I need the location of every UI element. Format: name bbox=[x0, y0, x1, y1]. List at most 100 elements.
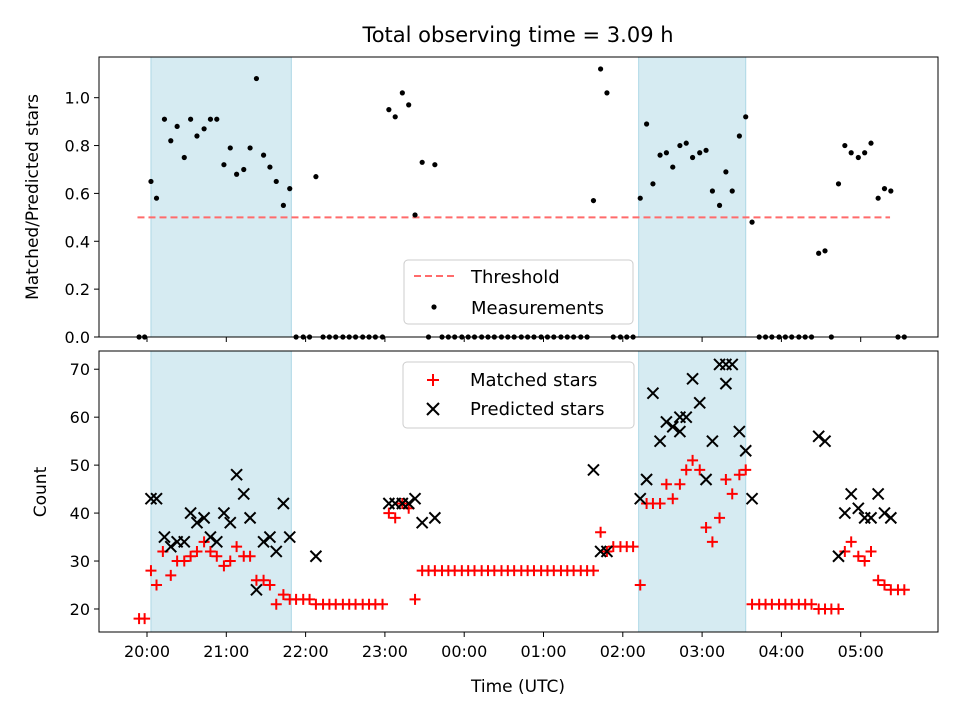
measurements-point bbox=[749, 219, 755, 225]
measurements-point bbox=[716, 202, 723, 208]
ratio-shaded-intervals bbox=[150, 56, 747, 338]
measurements-point bbox=[153, 195, 160, 201]
predicted-stars-point bbox=[634, 492, 647, 505]
matched-stars-point bbox=[726, 488, 738, 500]
measurements-point bbox=[287, 186, 293, 192]
matched-stars-point bbox=[198, 536, 210, 548]
predicted-stars-point bbox=[277, 497, 290, 510]
measurements-point bbox=[168, 138, 174, 144]
matched-legend-label: Matched stars bbox=[470, 370, 597, 391]
count-legend: Matched stars Predicted stars bbox=[402, 361, 635, 429]
measurements-point bbox=[670, 164, 676, 170]
measurements-point bbox=[590, 197, 597, 204]
measurements-point bbox=[835, 181, 842, 187]
matched-stars-point bbox=[674, 478, 686, 490]
predicted-stars-point bbox=[197, 511, 211, 525]
matched-stars-point bbox=[694, 464, 706, 476]
ratio-y-axis-label: Matched/Predicted stars bbox=[23, 94, 43, 300]
predicted-stars-point bbox=[666, 420, 679, 433]
count-y-tick-label: 60 bbox=[70, 408, 90, 427]
predicted-stars-point bbox=[587, 463, 600, 477]
threshold-legend-label: Threshold bbox=[470, 267, 560, 288]
predicted-stars-point bbox=[270, 545, 283, 558]
matched-stars-point bbox=[244, 550, 256, 562]
x-tick-label: 05:00 bbox=[838, 642, 884, 661]
measurements-point bbox=[161, 116, 168, 122]
x-tick-label: 04:00 bbox=[758, 642, 804, 661]
measurements-point bbox=[273, 178, 279, 185]
matched-stars-point bbox=[185, 550, 197, 562]
x-axis-label: Time (UTC) bbox=[470, 677, 565, 697]
measurements-point bbox=[729, 188, 735, 194]
measurements-point bbox=[816, 250, 822, 256]
count-axes-frame bbox=[98, 350, 939, 633]
ratio-panel: 0.0 0.2 0.4 0.6 0.8 1.0 Total observing time … bbox=[23, 23, 939, 347]
measurements-point bbox=[221, 162, 227, 168]
x-tick-label: 03:00 bbox=[679, 642, 725, 661]
count-y-tick-label: 20 bbox=[70, 600, 90, 619]
ratio-y-tick-label: 0.4 bbox=[65, 232, 90, 251]
matched-stars-point bbox=[204, 545, 216, 557]
matched-stars-point bbox=[898, 584, 910, 596]
matched-stars-point bbox=[264, 579, 276, 591]
measurements-point bbox=[637, 195, 643, 201]
measurements-point bbox=[842, 142, 848, 149]
count-series-1 bbox=[144, 358, 898, 597]
predicted-stars-point bbox=[184, 506, 197, 520]
matched-stars-point bbox=[845, 536, 857, 548]
measurements-point bbox=[267, 164, 273, 170]
predicted-stars-point bbox=[210, 535, 223, 549]
predicted-stars-point bbox=[884, 511, 898, 525]
ratio-y-tick-label: 0.8 bbox=[65, 137, 90, 156]
predicted-stars-point bbox=[402, 497, 415, 510]
measurements-point bbox=[663, 150, 670, 156]
measurements-point bbox=[677, 142, 683, 149]
predicted-stars-point bbox=[257, 535, 270, 549]
matched-stars-point bbox=[258, 574, 270, 586]
matched-stars-point bbox=[706, 536, 718, 548]
measurements-point bbox=[881, 186, 888, 192]
measurements-point bbox=[412, 212, 418, 218]
measurements-point bbox=[862, 150, 868, 156]
count-shade-1 bbox=[638, 350, 747, 633]
measurements-point bbox=[227, 145, 233, 151]
predicted-legend-swatch bbox=[426, 402, 440, 416]
predicted-stars-point bbox=[415, 516, 429, 529]
predicted-stars-point bbox=[250, 583, 263, 597]
measurements-point bbox=[697, 150, 703, 156]
measurements-point bbox=[432, 162, 438, 168]
predicted-stars-point bbox=[243, 511, 257, 525]
count-x-ticks: 20:00 21:00 22:00 23:00 00:00 01:00 02:00 03:00… bbox=[124, 632, 884, 661]
predicted-stars-point bbox=[878, 506, 891, 520]
predicted-stars-point bbox=[706, 434, 719, 448]
predicted-stars-point bbox=[309, 550, 323, 563]
predicted-stars-point bbox=[204, 530, 217, 544]
matched-stars-point bbox=[304, 593, 316, 605]
matched-stars-point bbox=[277, 589, 289, 601]
measurements-point bbox=[386, 107, 392, 113]
predicted-stars-point bbox=[230, 468, 243, 481]
predicted-stars-point bbox=[263, 530, 277, 544]
x-tick-label: 20:00 bbox=[124, 642, 170, 661]
matched-stars-point bbox=[139, 613, 151, 625]
measurements-point bbox=[419, 159, 425, 165]
measurements-point bbox=[253, 75, 260, 82]
ratio-y-tick-label: 1.0 bbox=[65, 89, 90, 108]
predicted-stars-point bbox=[224, 516, 237, 529]
count-y-tick-label: 70 bbox=[70, 360, 90, 379]
matched-stars-point bbox=[151, 579, 163, 591]
predicted-stars-point bbox=[283, 530, 296, 544]
matched-stars-point bbox=[740, 464, 752, 476]
measurements-point bbox=[822, 248, 828, 254]
ratio-legend: Threshold Measurements bbox=[403, 259, 634, 325]
measurements-point bbox=[604, 90, 610, 96]
measurements-point bbox=[736, 133, 742, 139]
predicted-stars-point bbox=[838, 506, 852, 520]
predicted-stars-point bbox=[164, 540, 177, 553]
measurements-point bbox=[399, 90, 405, 96]
matched-stars-point bbox=[389, 512, 401, 524]
predicted-legend-label: Predicted stars bbox=[470, 399, 604, 420]
matched-stars-point bbox=[852, 550, 864, 562]
chart-title: Total observing time = 3.09 h bbox=[361, 23, 673, 47]
